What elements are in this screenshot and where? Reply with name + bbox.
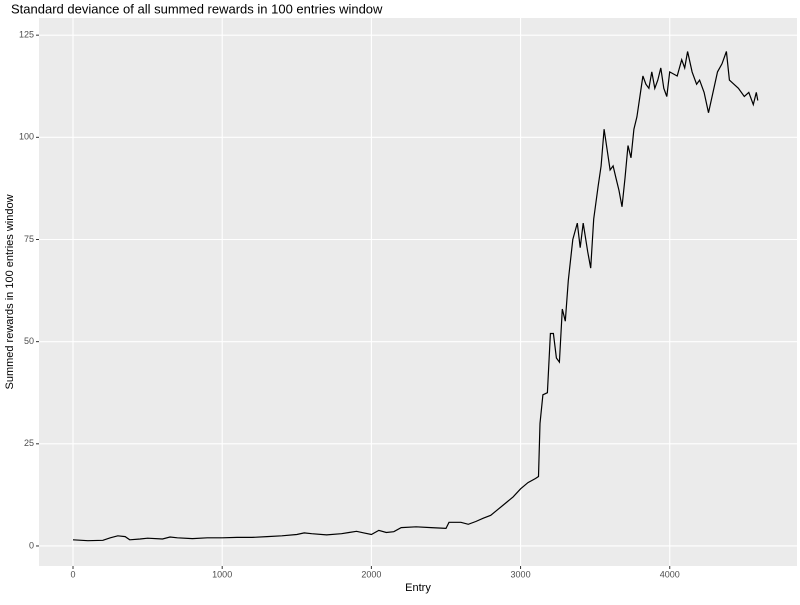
x-axis-label: Entry	[405, 582, 431, 594]
y-tick-label: 125	[19, 30, 34, 40]
y-axis-label: Summed rewards in 100 entries window	[4, 194, 16, 389]
x-tick-label: 0	[71, 569, 76, 579]
y-tick-label: 25	[24, 438, 34, 448]
x-tick-label: 4000	[660, 569, 680, 579]
y-tick-label: 0	[29, 540, 34, 550]
y-tick-label: 50	[24, 336, 34, 346]
data-line	[72, 51, 759, 542]
x-tick-label: 3000	[511, 569, 531, 579]
x-tick-label: 2000	[361, 569, 381, 579]
chart-title: Standard deviance of all summed rewards …	[11, 1, 383, 16]
x-tick-label: 1000	[212, 569, 232, 579]
y-tick-label: 100	[19, 132, 34, 142]
y-tick-label: 75	[24, 234, 34, 244]
plot-panel	[39, 18, 797, 566]
